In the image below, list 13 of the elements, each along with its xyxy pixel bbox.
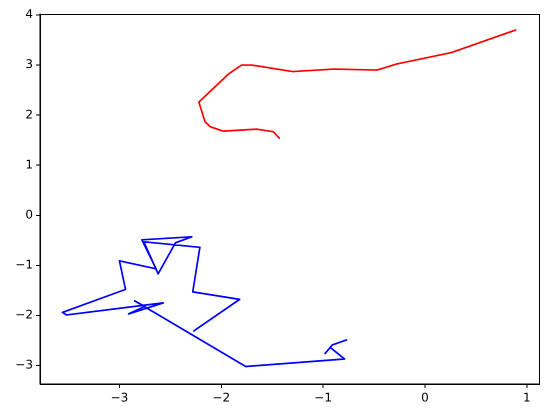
x-tick-label: 0 (421, 390, 429, 404)
y-tick-label: −1 (15, 257, 33, 272)
x-tick-label: −1 (314, 390, 332, 404)
x-tick-label: −2 (212, 390, 230, 404)
y-tick-label: 2 (25, 107, 33, 122)
y-tick-label: −2 (15, 308, 33, 322)
y-tick-label: 0 (25, 207, 33, 222)
x-tick-label: 1 (522, 390, 531, 404)
y-tick-label: −3 (15, 358, 33, 372)
x-tick-label: −3 (110, 390, 128, 404)
y-tick-label: 4 (25, 7, 33, 22)
y-tick-label: 1 (25, 157, 33, 172)
y-tick-label: 3 (25, 57, 33, 72)
